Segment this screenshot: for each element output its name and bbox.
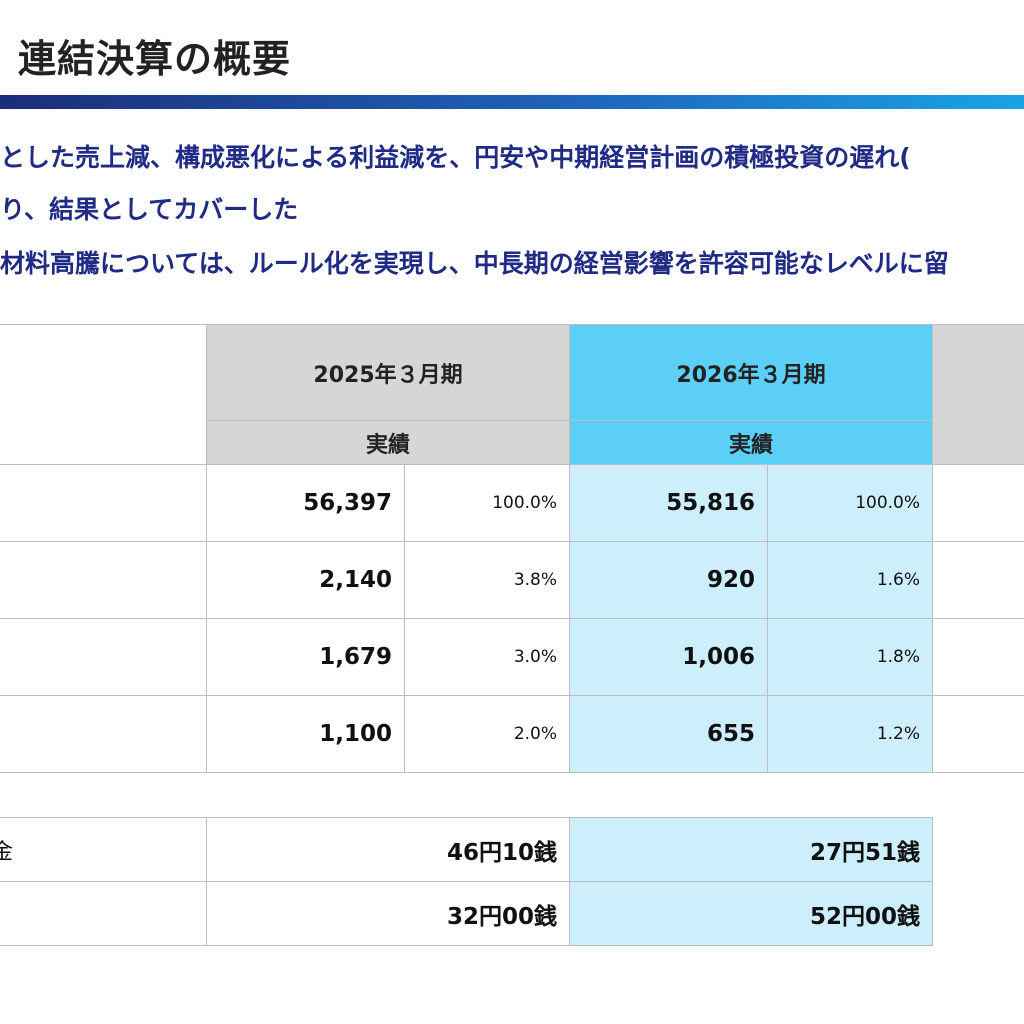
extra-cell (932, 541, 1024, 619)
fy2025-value: 32円00銭 (206, 881, 570, 946)
row-label-cell (0, 541, 207, 619)
fy2025-value: 46円10銭 (206, 817, 570, 882)
results-table: 2025年３月期 2026年３月期 実績 実績 56,397 100.0% 55… (0, 324, 1024, 773)
row-label-cell (0, 695, 207, 773)
fy2026-value: 52円00銭 (569, 881, 933, 946)
period-2026-sub-header: 実績 (569, 420, 934, 465)
table-row: 2,140 3.8% 920 1.6% (0, 541, 1024, 619)
fy2026-value: 1,006 (569, 618, 769, 696)
fy2025-value: 56,397 (206, 464, 405, 542)
page-title: 連結決算の概要 (18, 37, 292, 81)
period-2025-sub-header: 実績 (205, 420, 571, 465)
table-row: 1,100 2.0% 655 1.2% (0, 695, 1024, 773)
extra-cell (932, 618, 1024, 696)
fy2026-value: 55,816 (569, 464, 769, 542)
fy2026-value: 27円51銭 (569, 817, 933, 882)
table-row: 1,679 3.0% 1,006 1.8% (0, 618, 1024, 696)
fy2025-ratio: 2.0% (403, 695, 571, 773)
period-2026-header: 2026年３月期 (569, 324, 934, 421)
row-label-cell (0, 618, 207, 696)
bullet-line-3: 材料高騰については、ルール化を実現し、中長期の経営影響を許容可能なレベルに留 (0, 249, 949, 278)
row-label-cell: 金 (0, 817, 207, 882)
fy2026-ratio: 1.8% (767, 618, 934, 696)
fy2026-ratio: 100.0% (767, 464, 934, 542)
header-extra-cell (932, 324, 1024, 465)
row-label-cell (0, 464, 207, 542)
dividend-table: 金 46円10銭 27円51銭 32円00銭 52円00銭 (0, 817, 933, 946)
bullet-line-1: とした売上減、構成悪化による利益減を、円安や中期経営計画の積極投資の遅れ( (0, 143, 911, 172)
bullet-line-2: り、結果としてカバーした (0, 195, 299, 224)
period-2025-header: 2025年３月期 (205, 324, 571, 421)
fy2026-ratio: 1.2% (767, 695, 934, 773)
table-row: 32円00銭 52円00銭 (0, 881, 933, 946)
fy2025-ratio: 3.0% (403, 618, 571, 696)
fy2026-value: 655 (569, 695, 769, 773)
extra-cell (932, 695, 1024, 773)
header-empty-cell (0, 324, 207, 465)
fy2026-value: 920 (569, 541, 769, 619)
title-underline-bar (0, 95, 1024, 109)
row-label-cell (0, 881, 207, 946)
fy2025-ratio: 3.8% (403, 541, 571, 619)
fy2025-value: 2,140 (206, 541, 405, 619)
fy2025-ratio: 100.0% (403, 464, 571, 542)
fy2025-value: 1,679 (206, 618, 405, 696)
table-row: 金 46円10銭 27円51銭 (0, 817, 933, 882)
header-sub-row: 実績 実績 (0, 420, 1024, 465)
fy2025-value: 1,100 (206, 695, 405, 773)
fy2026-ratio: 1.6% (767, 541, 934, 619)
table-row: 56,397 100.0% 55,816 100.0% (0, 464, 1024, 542)
extra-cell (932, 464, 1024, 542)
header-period-row: 2025年３月期 2026年３月期 (0, 324, 1024, 465)
